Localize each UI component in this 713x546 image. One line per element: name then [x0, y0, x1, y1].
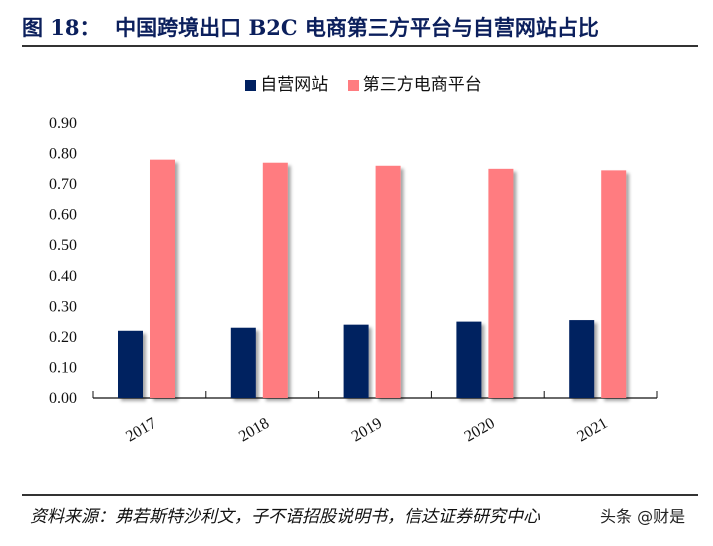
bar-third-party-2019	[375, 165, 401, 398]
legend-label-self-site: 自营网站	[260, 75, 329, 95]
y-tick-label: 0.20	[49, 329, 77, 346]
bar-third-party-2020	[488, 168, 514, 398]
y-tick-label: 0.30	[49, 298, 77, 315]
y-tick-label: 0.10	[49, 359, 77, 376]
bar-third-party-2018	[262, 162, 288, 398]
y-tick-label: 0.90	[49, 115, 77, 132]
legend-label-third-party: 第三方电商平台	[362, 75, 482, 95]
y-tick-label: 0.00	[49, 390, 77, 407]
source-divider	[22, 494, 698, 496]
bar-self-site-2020	[456, 321, 482, 398]
source-note: 资料来源：弗若斯特沙利文，子不语招股说明书，信达证券研究中心	[30, 507, 540, 527]
x-tick-label: 2019	[349, 415, 385, 446]
y-tick-label: 0.60	[49, 207, 77, 224]
bar-self-site-2017	[118, 330, 143, 398]
bar-self-site-2018	[230, 327, 256, 398]
figure-title: 图 18： 中国跨境出口 B2C 电商第三方平台与自营网站占比	[22, 15, 599, 40]
legend: 自营网站 第三方电商平台	[0, 70, 713, 95]
legend-swatch-self-site	[245, 79, 257, 91]
title-divider	[22, 45, 698, 47]
legend-swatch-third-party	[347, 79, 359, 91]
bar-third-party-2017	[150, 159, 175, 398]
x-tick-label: 2018	[236, 415, 272, 446]
y-tick-label: 0.50	[49, 237, 77, 254]
watermark: 头条 @财是	[600, 503, 686, 527]
x-tick-label: 2020	[462, 415, 498, 446]
bar-chart: 0.00 0.10 0.20 0.30 0.40 0.50 0.60 0.70 0.80 0.90…	[49, 115, 658, 446]
x-tick-label: 2021	[574, 415, 610, 446]
bar-self-site-2021	[569, 320, 595, 398]
bar-third-party-2021	[601, 170, 627, 398]
y-tick-label: 0.40	[49, 268, 77, 285]
x-tick-label: 2017	[123, 415, 159, 446]
y-tick-label: 0.80	[49, 146, 77, 163]
y-tick-label: 0.70	[49, 176, 77, 193]
bar-self-site-2019	[343, 324, 369, 398]
